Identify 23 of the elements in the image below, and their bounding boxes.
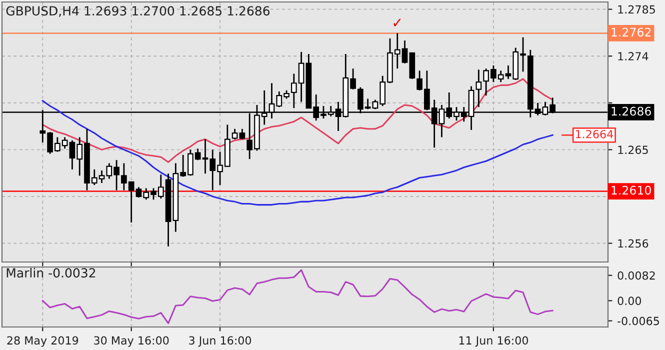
x-tick-label: 3 Jun 16:00 [189, 336, 252, 347]
annotation: ✓ [394, 18, 401, 26]
y-tick-label: 1.2785 [618, 5, 655, 14]
text: 1.2664 [576, 130, 613, 138]
candlestick [239, 128, 246, 140]
chart-title: GBPUSD,H4 1.2693 1.2700 1.2685 1.2686 [6, 6, 270, 17]
ref-line-label: 1.2762 [612, 28, 651, 37]
y-tick-label: 1.256 [618, 239, 648, 248]
chart-title: Marlin -0.0032 [6, 268, 96, 278]
candlestick [476, 68, 482, 108]
x-tick-label: 30 May 16:00 [94, 336, 169, 347]
line-series [42, 78, 554, 163]
ref-line-label: 1.2686 [612, 106, 651, 116]
x-tick-label: 28 May 2019 [7, 336, 78, 347]
y-tick-label: 0.0082 [618, 271, 655, 280]
y-tick-label: -0.0065 [618, 316, 659, 326]
y-tick-label: 0.00 [618, 296, 642, 306]
y-tick-label: 1.274 [618, 52, 648, 60]
x-tick-label: 11 Jun 16:00 [459, 336, 528, 347]
line-series [42, 269, 554, 324]
line-series [42, 100, 554, 206]
y-tick-label: 1.265 [618, 146, 648, 154]
ref-line-label: 1.2610 [612, 186, 651, 195]
